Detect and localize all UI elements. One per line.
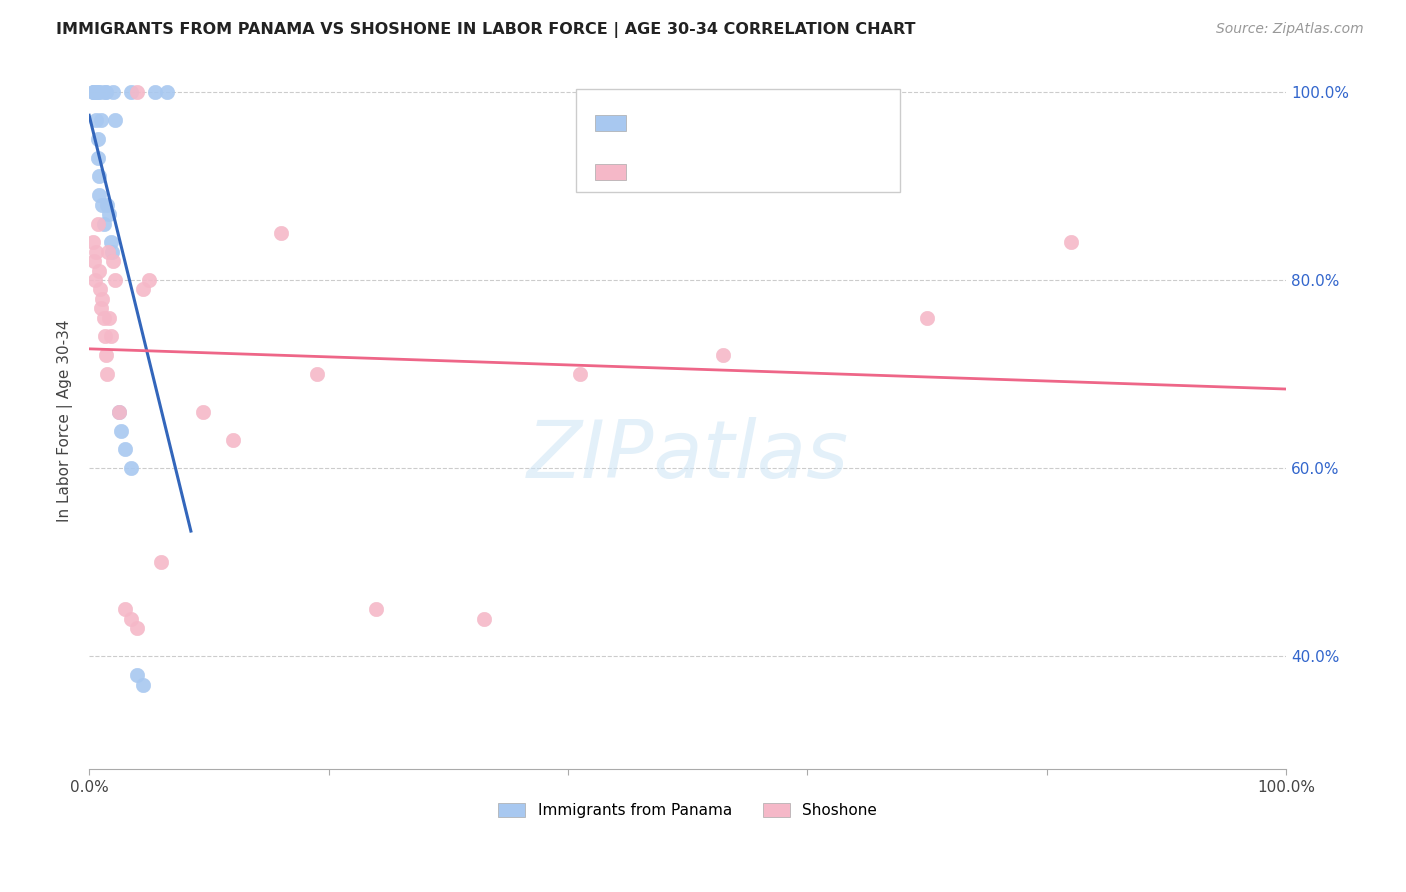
Point xyxy=(83,254,105,268)
Point xyxy=(120,85,142,99)
Point xyxy=(125,621,148,635)
Point xyxy=(82,85,104,99)
Point xyxy=(101,85,124,99)
Point xyxy=(472,612,495,626)
Point xyxy=(125,85,148,99)
Point xyxy=(96,198,118,212)
Point xyxy=(222,433,245,447)
Point xyxy=(156,85,179,99)
Point xyxy=(120,612,142,626)
Point xyxy=(86,217,108,231)
Point xyxy=(96,367,118,381)
Text: R =: R = xyxy=(634,165,668,180)
Point xyxy=(86,244,108,259)
Point xyxy=(108,405,131,419)
Point xyxy=(191,405,214,419)
Point xyxy=(91,198,114,212)
Point xyxy=(568,367,591,381)
Point xyxy=(89,282,111,296)
Point xyxy=(93,329,115,343)
Legend: Immigrants from Panama, Shoshone: Immigrants from Panama, Shoshone xyxy=(492,797,883,824)
Point xyxy=(114,442,136,457)
Point xyxy=(94,85,117,99)
Point xyxy=(82,235,104,250)
Text: 0.285: 0.285 xyxy=(679,116,730,130)
Point xyxy=(86,85,108,99)
Point xyxy=(94,348,117,362)
Text: IMMIGRANTS FROM PANAMA VS SHOSHONE IN LABOR FORCE | AGE 30-34 CORRELATION CHART: IMMIGRANTS FROM PANAMA VS SHOSHONE IN LA… xyxy=(56,22,915,38)
Point xyxy=(100,329,122,343)
Point xyxy=(98,207,121,221)
Text: Source: ZipAtlas.com: Source: ZipAtlas.com xyxy=(1216,22,1364,37)
Point xyxy=(114,602,136,616)
Point xyxy=(83,85,105,99)
Point xyxy=(86,132,108,146)
Point xyxy=(93,85,115,99)
Point xyxy=(1059,235,1081,250)
Point xyxy=(305,367,328,381)
Point xyxy=(86,85,108,99)
Point xyxy=(138,273,160,287)
Point xyxy=(87,263,110,277)
Point xyxy=(108,405,131,419)
Point xyxy=(87,169,110,184)
Point xyxy=(120,461,142,475)
Point xyxy=(143,85,166,99)
Point xyxy=(149,555,172,569)
Text: R =: R = xyxy=(634,116,672,130)
Point xyxy=(101,254,124,268)
Point xyxy=(125,668,148,682)
Point xyxy=(86,113,108,128)
Point xyxy=(132,678,155,692)
Text: ZIPatlas: ZIPatlas xyxy=(526,417,849,495)
Point xyxy=(86,151,108,165)
Point xyxy=(90,113,112,128)
Text: N = 36: N = 36 xyxy=(762,165,823,180)
Point xyxy=(93,217,115,231)
Point xyxy=(90,301,112,316)
Point xyxy=(110,424,132,438)
Point xyxy=(89,85,111,99)
Point xyxy=(83,85,105,99)
Point xyxy=(915,310,938,325)
Point xyxy=(84,273,107,287)
Point xyxy=(100,235,122,250)
Point xyxy=(84,85,107,99)
Point xyxy=(104,113,127,128)
Point xyxy=(270,226,292,240)
Point xyxy=(104,273,127,287)
Point xyxy=(84,85,107,99)
Point xyxy=(101,244,124,259)
Text: N = 33: N = 33 xyxy=(762,116,823,130)
Point xyxy=(366,602,388,616)
Text: -0.020: -0.020 xyxy=(679,165,737,180)
Point xyxy=(87,188,110,202)
Point xyxy=(97,244,120,259)
Point xyxy=(132,282,155,296)
Point xyxy=(98,310,121,325)
Y-axis label: In Labor Force | Age 30-34: In Labor Force | Age 30-34 xyxy=(58,320,73,523)
Point xyxy=(93,310,115,325)
Point xyxy=(713,348,735,362)
Point xyxy=(91,292,114,306)
